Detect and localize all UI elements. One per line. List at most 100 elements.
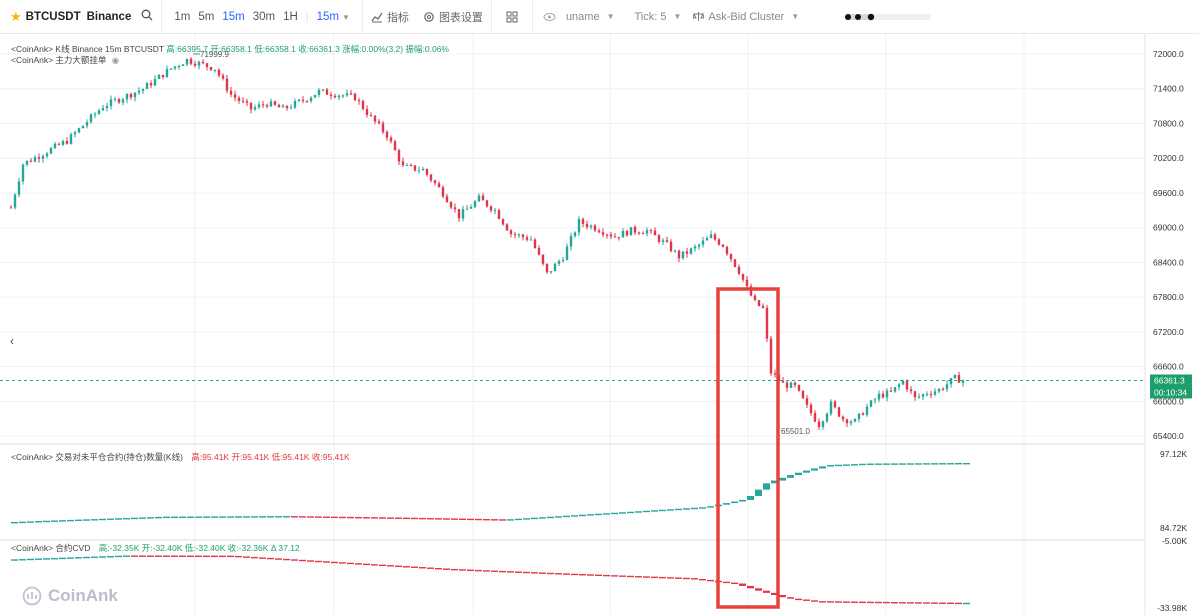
candle-body	[801, 390, 805, 399]
candle-body	[333, 95, 337, 98]
oi-bar	[27, 521, 34, 523]
favorite-star-icon[interactable]: ★	[10, 8, 22, 24]
indicator-label: 指标	[386, 11, 409, 24]
cvd-legend-high: 高:-32.35K	[98, 543, 140, 553]
interval-1m[interactable]: 1m	[174, 10, 191, 23]
candle-body	[393, 141, 397, 151]
cvd-bar	[99, 556, 106, 558]
candle-body	[961, 380, 965, 383]
candle-body	[509, 230, 513, 235]
oi-bar	[147, 517, 154, 519]
cvd-bar	[515, 571, 522, 573]
cvd-bar	[163, 555, 170, 557]
oi-bar	[467, 518, 474, 521]
candle-body	[585, 223, 589, 228]
candle-body	[609, 234, 613, 237]
oi-bar	[611, 512, 618, 515]
cvd-bar	[907, 602, 914, 604]
oi-bar	[395, 517, 402, 519]
candle-body	[401, 161, 405, 166]
cvd-bar	[635, 576, 642, 578]
oi-bar	[163, 516, 170, 519]
cvd-bar	[411, 566, 418, 568]
interval-15m[interactable]: 15m	[222, 10, 245, 23]
coinank-logo-icon	[22, 586, 42, 606]
candle-body	[381, 123, 385, 132]
chevron-down-icon: ▼	[673, 12, 682, 21]
cvd-bar	[899, 602, 906, 604]
layout-group	[492, 0, 533, 34]
candle-body	[109, 99, 113, 106]
progress-slider[interactable]	[845, 13, 932, 21]
cvd-bar	[371, 564, 378, 566]
eye-icon[interactable]: ◉	[111, 55, 120, 65]
cvd-legend-low: 低:-32.40K	[184, 543, 226, 553]
oi-bar	[323, 516, 330, 518]
cvd-bar	[947, 602, 954, 605]
cvd-bar	[571, 573, 578, 576]
oi-bar	[579, 514, 586, 517]
indicator-icon	[371, 12, 383, 22]
interval-1h[interactable]: 1H	[283, 10, 298, 23]
candle-body	[81, 125, 85, 129]
chart-settings-button[interactable]: 图表设置	[423, 9, 483, 25]
candle-body	[101, 107, 105, 111]
oi-bar	[651, 510, 658, 512]
price-tick-label: 67800.0	[1153, 292, 1184, 302]
candle-body	[653, 230, 657, 236]
candle-body	[117, 99, 121, 103]
candle-body	[429, 174, 433, 181]
price-tick-label: 70200.0	[1153, 153, 1184, 163]
oi-bar	[787, 475, 794, 478]
chevron-down-icon: ▼	[606, 12, 615, 21]
oi-bar	[243, 516, 250, 518]
exchange-label[interactable]: Binance	[86, 10, 132, 23]
candle-body	[373, 115, 377, 122]
candle-body	[477, 195, 481, 202]
symbol-label[interactable]: BTCUSDT	[25, 10, 81, 23]
candle-body	[377, 121, 381, 124]
candle-body	[121, 99, 125, 103]
cluster-dropdown[interactable]: Ask-Bid Cluster ▼	[693, 11, 799, 23]
cvd-bar	[427, 567, 434, 569]
candle-body	[341, 95, 345, 97]
cvd-bar	[347, 562, 354, 565]
candle-body	[945, 384, 949, 390]
candle-body	[781, 380, 785, 383]
oi-bar	[427, 518, 434, 520]
oi-bar	[755, 489, 762, 496]
interval-dropdown[interactable]: 15m ▼	[317, 11, 350, 23]
tick-dropdown[interactable]: Tick: 5 ▼	[635, 11, 682, 23]
cvd-bar	[475, 569, 482, 572]
candle-body	[769, 338, 773, 374]
user-dropdown[interactable]: uname ▼	[543, 11, 615, 23]
candle-body	[177, 66, 181, 68]
candle-body	[61, 141, 65, 145]
candle-body	[421, 169, 425, 171]
price-tick-label: 68400.0	[1153, 257, 1184, 267]
candle-body	[893, 387, 897, 392]
cvd-bar	[19, 559, 26, 561]
candle-body	[561, 260, 565, 262]
layout-grid-icon[interactable]	[506, 11, 518, 23]
oi-bar	[227, 516, 234, 518]
oi-bar	[75, 519, 82, 522]
candlestick-chart[interactable]: 72000.0 71400.0 70800.0 70200.0 69600.0 69000…	[0, 34, 1199, 615]
indicator-button[interactable]: 指标	[371, 9, 409, 25]
interval-30m[interactable]: 30m	[252, 10, 276, 23]
interval-5m[interactable]: 5m	[198, 10, 215, 23]
candle-body	[449, 202, 453, 208]
chevron-left-icon[interactable]: ‹	[10, 334, 14, 348]
price-tick-label: 66600.0	[1153, 362, 1184, 372]
cvd-bar	[923, 602, 930, 604]
cvd-bar	[787, 597, 794, 599]
oi-bar	[419, 517, 426, 520]
search-icon[interactable]	[141, 9, 153, 24]
candle-body	[241, 100, 245, 102]
candle-body	[757, 300, 761, 306]
cvd-bar	[523, 571, 530, 574]
oi-bar	[827, 465, 834, 467]
candle-body	[525, 237, 529, 240]
candle-body	[729, 253, 733, 260]
candle-body	[841, 416, 845, 420]
